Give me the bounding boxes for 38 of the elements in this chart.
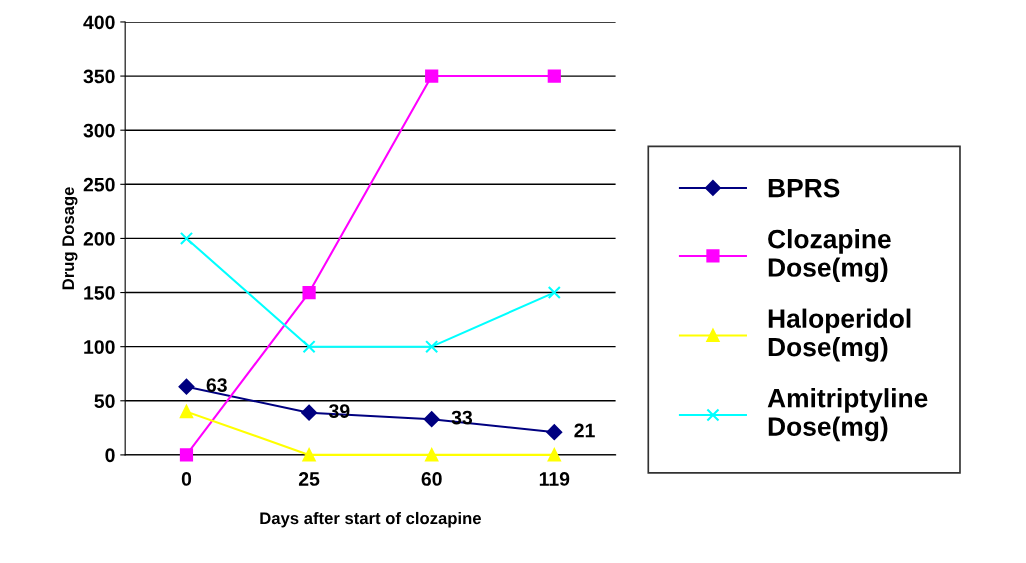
y-tick-label: 300 (83, 123, 115, 138)
point (302, 285, 316, 300)
y-tick-label: 350 (83, 69, 115, 84)
point (302, 340, 316, 354)
point (178, 378, 195, 395)
x-axis-title: Days after start of clozapine (260, 511, 481, 528)
point (423, 411, 440, 428)
data-label: 63 (206, 378, 227, 392)
data-label: 33 (451, 410, 473, 425)
data-label: 21 (574, 423, 595, 438)
y-tick-label: 150 (84, 286, 115, 300)
legend-label: Clozapine Dose(mg) (768, 229, 891, 283)
point (301, 404, 317, 421)
point (179, 448, 194, 462)
point (302, 448, 316, 462)
x-tick-label: 60 (421, 472, 442, 486)
legend-label: Haloperidol Dose(mg) (768, 308, 911, 362)
point (179, 405, 194, 419)
y-tick-label: 100 (84, 340, 115, 354)
point (179, 231, 194, 246)
x-tick-label: 119 (539, 472, 570, 486)
y-tick-label: 0 (105, 448, 115, 463)
point (547, 285, 561, 300)
legend-label: Amitriptyline Dose(mg) (767, 388, 928, 442)
y-tick-label: 400 (83, 15, 115, 30)
y-tick-label: 50 (94, 394, 115, 409)
y-tick-label: 200 (83, 231, 115, 246)
y-tick-label: 250 (83, 177, 115, 192)
point (425, 448, 439, 462)
point (425, 69, 439, 83)
y-axis-title: Drug Dosage (62, 187, 78, 290)
point (547, 448, 561, 462)
x-tick-label: 25 (298, 472, 320, 486)
point (547, 69, 561, 83)
x-tick-label: 0 (181, 472, 192, 486)
legend-label: BPRS (768, 178, 840, 198)
point (425, 340, 439, 354)
point (546, 424, 563, 441)
